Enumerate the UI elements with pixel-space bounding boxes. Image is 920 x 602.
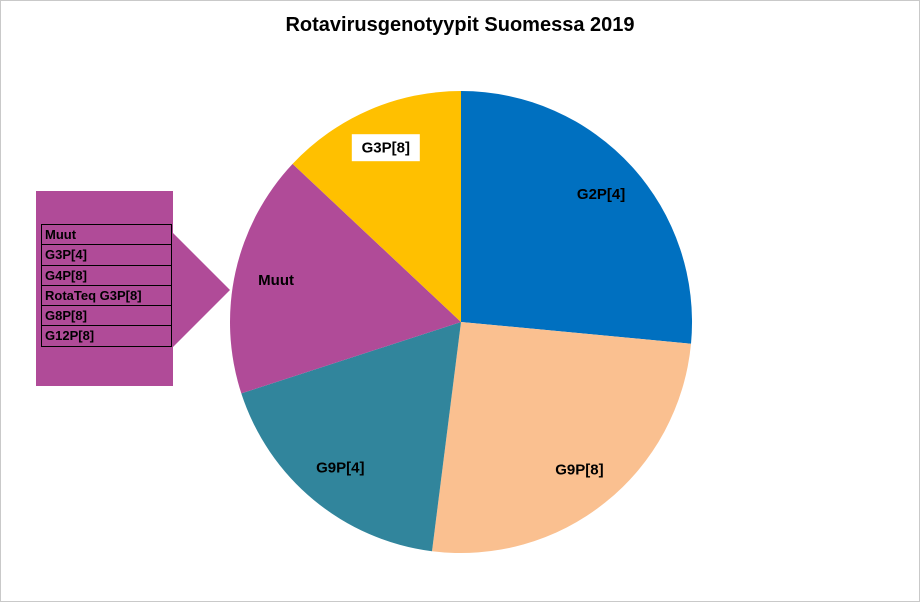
chart-title: Rotavirusgenotyypit Suomessa 2019: [285, 14, 635, 36]
slice-label-g9p-8: G9P[8]: [555, 461, 603, 478]
callout-item-g4p8: G4P[8]: [41, 264, 172, 286]
callout-list: Muut G3P[4] G4P[8] RotaTeq G3P[8] G8P[8]…: [41, 224, 172, 347]
pie-slices: [229, 91, 693, 554]
slice-label-muut: Muut: [258, 272, 294, 289]
pie-slice-g9p-4: [241, 322, 461, 552]
pie-slice-muut: [229, 163, 461, 394]
slice-label-g3p-8: G3P[8]: [362, 140, 410, 157]
slice-label-box-g3p-8: [351, 134, 420, 162]
pie-slice-g2p-4: [461, 91, 693, 344]
pie-slice-g9p-8: [432, 322, 691, 554]
slice-label-g9p-4: G9P[4]: [316, 460, 364, 477]
slice-label-g2p-4: G2P[4]: [577, 186, 625, 203]
callout-item-muut: Muut: [41, 224, 172, 246]
callout-item-g8p8: G8P[8]: [41, 305, 172, 327]
slice-labels: G2P[4] G9P[8] G9P[4] Muut G3P[8]: [258, 134, 625, 478]
callout-item-g12p8: G12P[8]: [41, 325, 172, 347]
callout-item-rotateq-g3p8: RotaTeq G3P[8]: [41, 284, 172, 306]
callout-item-g3p4: G3P[4]: [41, 244, 172, 266]
callout-arrow-shape: [36, 191, 230, 386]
